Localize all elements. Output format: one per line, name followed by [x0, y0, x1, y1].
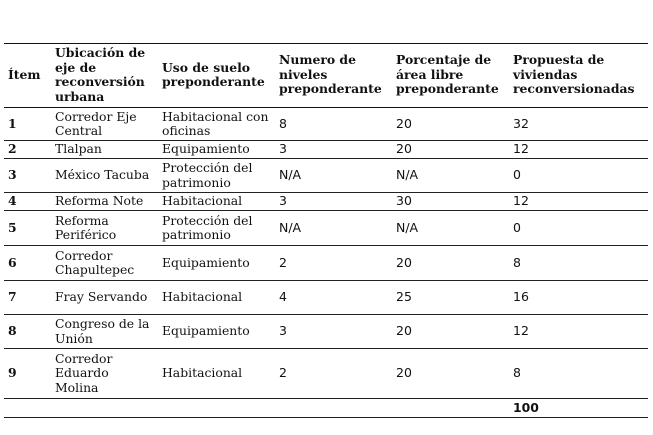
- cell-free-area: 20: [392, 314, 509, 349]
- cell-item: 8: [4, 314, 51, 349]
- table-row: 8 Congreso de la Unión Equipamiento 3 20…: [4, 314, 648, 349]
- total-empty-cell: [158, 398, 275, 418]
- cell-item: 9: [4, 348, 51, 399]
- header-housing-proposal: Propuesta de viviendas reconversionadas: [509, 43, 648, 108]
- cell-housing: 32: [509, 107, 648, 141]
- total-empty-cell: [51, 398, 158, 418]
- table-row: 6 Corredor Chapultepec Equipamiento 2 20…: [4, 245, 648, 281]
- cell-housing: 12: [509, 192, 648, 211]
- reconversion-table: Ítem Ubicación de eje de reconversión ur…: [4, 43, 648, 418]
- cell-levels: N/A: [275, 210, 392, 246]
- cell-item: 2: [4, 140, 51, 159]
- cell-land-use: Habitacional con oficinas: [158, 107, 275, 141]
- header-item: Ítem: [4, 43, 51, 108]
- header-levels: Numero de niveles preponderante: [275, 43, 392, 108]
- table-row: 1 Corredor Eje Central Habitacional con …: [4, 107, 648, 141]
- cell-land-use: Habitacional: [158, 348, 275, 399]
- cell-levels: 2: [275, 348, 392, 399]
- header-land-use: Uso de suelo preponderante: [158, 43, 275, 108]
- cell-housing: 8: [509, 348, 648, 399]
- cell-item: 1: [4, 107, 51, 141]
- cell-levels: N/A: [275, 158, 392, 193]
- cell-levels: 3: [275, 140, 392, 159]
- cell-free-area: 20: [392, 245, 509, 281]
- cell-free-area: 20: [392, 107, 509, 141]
- cell-location: Fray Servando: [51, 280, 158, 315]
- cell-housing: 16: [509, 280, 648, 315]
- table-row: 3 México Tacuba Protección del patrimoni…: [4, 158, 648, 193]
- cell-item: 6: [4, 245, 51, 281]
- table-row: 7 Fray Servando Habitacional 4 25 16: [4, 280, 648, 315]
- cell-item: 4: [4, 192, 51, 211]
- total-empty-cell: [392, 398, 509, 418]
- cell-free-area: 20: [392, 348, 509, 399]
- table-row: 9 Corredor Eduardo Molina Habitacional 2…: [4, 348, 648, 399]
- total-empty-cell: [275, 398, 392, 418]
- cell-land-use: Protección del patrimonio: [158, 158, 275, 193]
- cell-item: 3: [4, 158, 51, 193]
- cell-land-use: Equipamiento: [158, 314, 275, 349]
- cell-land-use: Equipamiento: [158, 140, 275, 159]
- cell-free-area: N/A: [392, 210, 509, 246]
- cell-location: Congreso de la Unión: [51, 314, 158, 349]
- table-row: 4 Reforma Note Habitacional 3 30 12: [4, 192, 648, 211]
- cell-location: Reforma Periférico: [51, 210, 158, 246]
- cell-housing: 12: [509, 140, 648, 159]
- reconversion-table-container: Ítem Ubicación de eje de reconversión ur…: [4, 43, 648, 418]
- header-location: Ubicación de eje de reconversión urbana: [51, 43, 158, 108]
- cell-levels: 3: [275, 314, 392, 349]
- cell-levels: 4: [275, 280, 392, 315]
- cell-location: Tlalpan: [51, 140, 158, 159]
- table-header-row: Ítem Ubicación de eje de reconversión ur…: [4, 43, 648, 108]
- table-total-row: 100: [4, 398, 648, 418]
- cell-free-area: 25: [392, 280, 509, 315]
- total-housing-value: 100: [509, 398, 648, 418]
- cell-land-use: Habitacional: [158, 192, 275, 211]
- cell-location: Corredor Chapultepec: [51, 245, 158, 281]
- cell-housing: 8: [509, 245, 648, 281]
- cell-land-use: Habitacional: [158, 280, 275, 315]
- cell-land-use: Equipamiento: [158, 245, 275, 281]
- cell-item: 5: [4, 210, 51, 246]
- cell-housing: 0: [509, 210, 648, 246]
- cell-land-use: Protección del patrimonio: [158, 210, 275, 246]
- cell-free-area: 30: [392, 192, 509, 211]
- cell-item: 7: [4, 280, 51, 315]
- cell-housing: 0: [509, 158, 648, 193]
- cell-levels: 3: [275, 192, 392, 211]
- cell-location: Corredor Eduardo Molina: [51, 348, 158, 399]
- cell-free-area: N/A: [392, 158, 509, 193]
- total-empty-cell: [4, 398, 51, 418]
- cell-location: Reforma Note: [51, 192, 158, 211]
- table-row: 5 Reforma Periférico Protección del patr…: [4, 210, 648, 246]
- cell-free-area: 20: [392, 140, 509, 159]
- cell-housing: 12: [509, 314, 648, 349]
- cell-location: Corredor Eje Central: [51, 107, 158, 141]
- cell-levels: 2: [275, 245, 392, 281]
- cell-levels: 8: [275, 107, 392, 141]
- table-row: 2 Tlalpan Equipamiento 3 20 12: [4, 140, 648, 159]
- header-free-area: Porcentaje de área libre preponderante: [392, 43, 509, 108]
- cell-location: México Tacuba: [51, 158, 158, 193]
